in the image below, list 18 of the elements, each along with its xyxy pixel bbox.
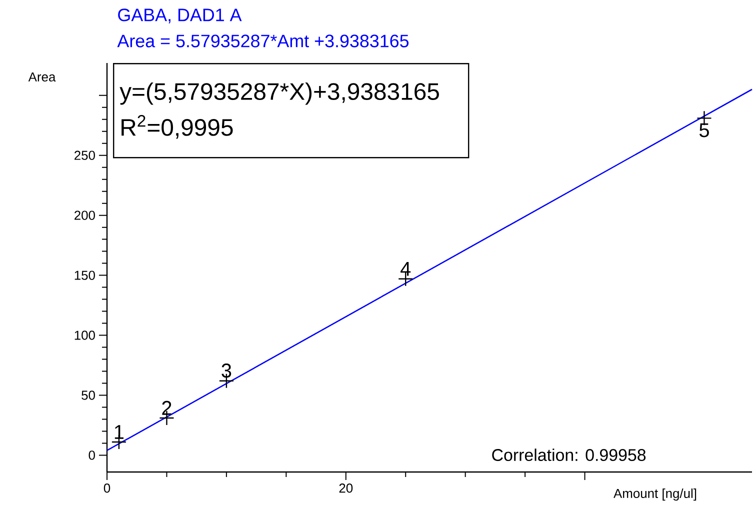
annotation: R$^{2}$=0,9995	[122, 114, 233, 139]
annotation: y=(5,57935287*X)+3,9383165	[120, 82, 439, 105]
y-tick-label: 50	[82, 390, 95, 400]
annotation: Correlation: 0.99958	[492, 448, 646, 462]
x-axis-title: Amount [ng/ul]	[614, 488, 696, 501]
y-tick-label: 100	[74, 330, 95, 340]
chart-title: GABA, DAD1 A	[118, 8, 242, 24]
annotation: 5	[699, 123, 709, 138]
chart-subtitle: Area = 5.57935287*Amt +3.9383165	[117, 34, 409, 48]
y-tick-label: 0	[88, 450, 95, 460]
y-tick-label: 250	[74, 150, 95, 160]
annotation: 4	[400, 262, 411, 276]
y-axis-title: Area	[28, 72, 56, 82]
y-tick-label: 200	[74, 210, 95, 220]
annotation: 2	[162, 400, 172, 415]
annotation: 3	[222, 364, 232, 378]
y-tick-label: 150	[74, 270, 95, 280]
x-tick-label: 20	[339, 484, 353, 493]
